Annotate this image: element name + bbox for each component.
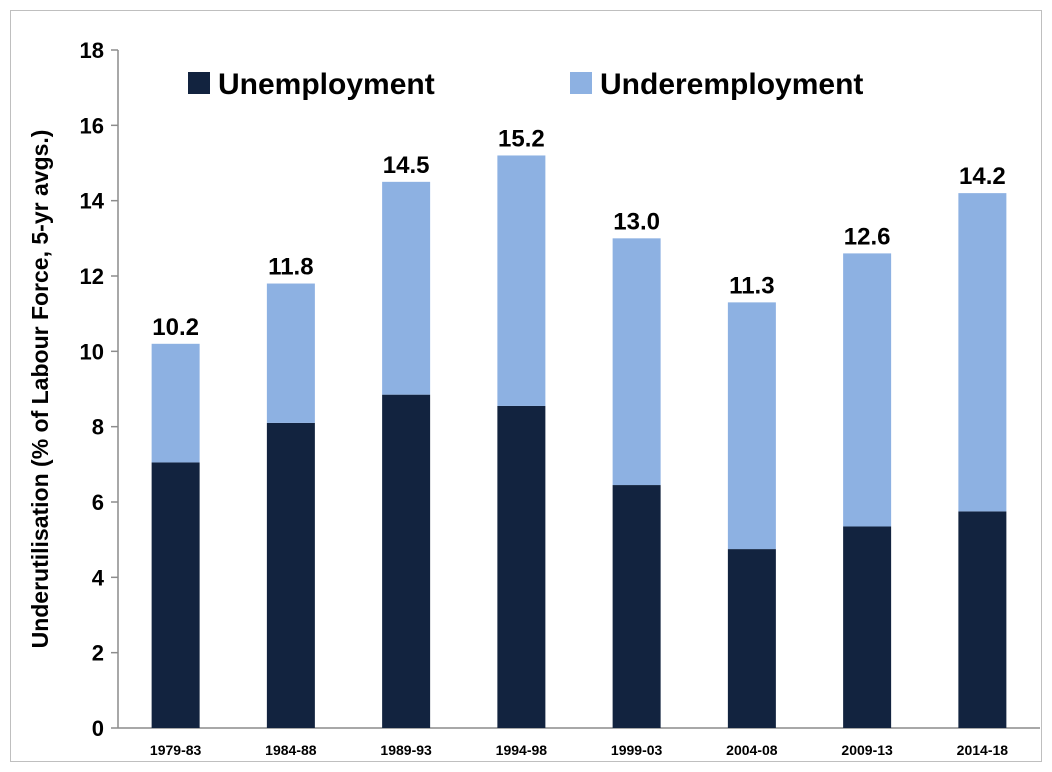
y-tick-label: 4 [92,565,105,590]
bar-underemployment-2009-13 [843,253,892,527]
y-axis-title: Underutilisation (% of Labour Force, 5-y… [27,130,53,649]
x-tick-label: 2004-08 [726,742,778,758]
bar-unemployment-2009-13 [843,526,892,728]
labels: 1979-83 10.2 1984-88 11.8 1989-93 14.5 1994-98… [150,125,1008,758]
total-data-label: 11.3 [729,272,774,299]
bar-unemployment-1999-03 [612,485,661,728]
x-tick-label: 1989-93 [380,742,432,758]
bar-unemployment-1984-88 [266,422,315,728]
y-tick-label: 0 [92,716,104,741]
x-tick-label: 1984-88 [265,742,317,758]
bar-underemployment-1989-93 [382,181,431,395]
legend-swatch-underemployment [570,72,592,94]
x-tick-label: 2014-18 [957,742,1009,758]
x-tick-label: 1994-98 [496,742,548,758]
total-data-label: 15.2 [498,125,545,152]
total-data-label: 11.8 [268,254,313,281]
bars [151,155,1007,728]
bar-unemployment-1989-93 [382,394,431,728]
legend-swatch-unemployment [188,72,210,94]
total-data-label: 14.5 [383,152,430,179]
x-tick-label: 1979-83 [150,742,202,758]
bar-unemployment-2004-08 [727,549,776,728]
total-data-label: 10.2 [152,314,199,341]
bar-underemployment-2014-18 [958,193,1007,512]
legend-label-unemployment: Unemployment [218,68,435,101]
x-tick-label: 1999-03 [611,742,663,758]
bar-underemployment-1979-83 [151,343,200,463]
bar-unemployment-1979-83 [151,462,200,728]
total-data-label: 13.0 [613,208,660,235]
y-tick-label: 8 [92,415,104,440]
bar-unemployment-2014-18 [958,511,1007,728]
bar-underemployment-1994-98 [497,155,546,406]
legend: Unemployment Underemployment [188,68,863,101]
total-data-label: 12.6 [844,223,891,250]
y-tick-label: 10 [80,339,104,364]
y-tick-label: 12 [80,264,104,289]
x-tick-label: 2009-13 [841,742,893,758]
bar-unemployment-1994-98 [497,405,546,728]
y-tick-label: 16 [80,113,104,138]
y-tick-label: 6 [92,490,104,515]
y-tick-label: 14 [80,189,105,214]
y-tick-label: 18 [80,38,104,63]
total-data-label: 14.2 [959,163,1006,190]
bar-underemployment-2004-08 [727,302,776,550]
bar-underemployment-1999-03 [612,238,661,486]
y-tick-label: 2 [92,641,104,666]
legend-label-underemployment: Underemployment [600,68,863,101]
bar-underemployment-1984-88 [266,283,315,423]
